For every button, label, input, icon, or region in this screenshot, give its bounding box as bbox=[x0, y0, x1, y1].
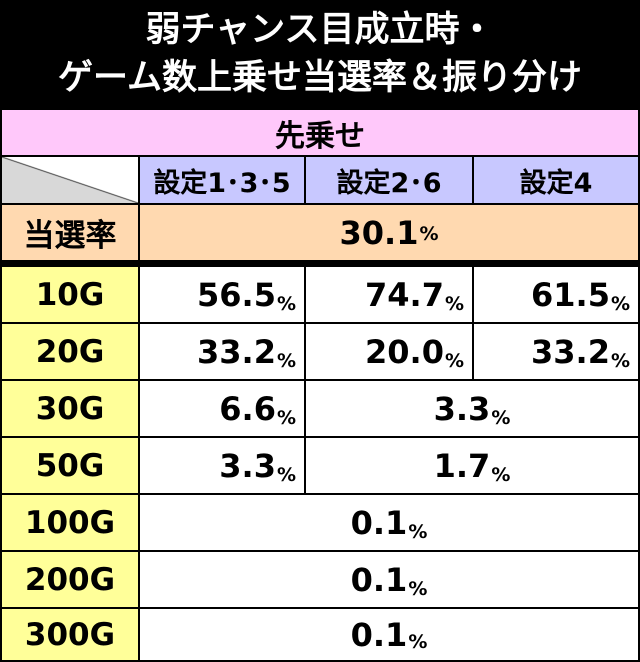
win-rate-label: 当選率 bbox=[2, 205, 138, 260]
row-label-200g: 200G bbox=[2, 552, 138, 607]
table-cell-merged: 0.1% bbox=[140, 609, 638, 660]
win-rate-value-cell: 30.1 % bbox=[140, 205, 638, 260]
row-label-50g: 50G bbox=[2, 438, 138, 493]
setting-header-1: 設定1･3･5 bbox=[140, 157, 304, 203]
setting-header-3: 設定4 bbox=[474, 157, 638, 203]
table-cell-merged: 0.1% bbox=[140, 552, 638, 607]
page-title: 弱チャンス目成立時・ ゲーム数上乗せ当選率＆振り分け bbox=[0, 0, 640, 108]
table-cell: 56.5% bbox=[140, 267, 304, 322]
section-label: 先乗せ bbox=[275, 118, 365, 154]
percent-unit: % bbox=[419, 222, 439, 245]
section-header: 先乗せ bbox=[2, 110, 638, 155]
title-line-2: ゲーム数上乗せ当選率＆振り分け bbox=[58, 58, 582, 98]
table-cell-merged: 3.3% bbox=[306, 381, 638, 436]
table-cell: 3.3% bbox=[140, 438, 304, 493]
row-label-100g: 100G bbox=[2, 495, 138, 550]
row-label-20g: 20G bbox=[2, 324, 138, 379]
table-cell: 61.5% bbox=[474, 267, 638, 322]
table-cell-merged: 0.1% bbox=[140, 495, 638, 550]
table-cell: 33.2% bbox=[474, 324, 638, 379]
row-label-10g: 10G bbox=[2, 267, 138, 322]
corner-diagonal-cell bbox=[2, 157, 138, 203]
table-cell: 6.6% bbox=[140, 381, 304, 436]
row-label-30g: 30G bbox=[2, 381, 138, 436]
win-rate-value: 30.1 bbox=[339, 213, 419, 252]
row-label-300g: 300G bbox=[2, 609, 138, 660]
title-line-1: 弱チャンス目成立時・ bbox=[145, 10, 495, 50]
table-cell: 20.0% bbox=[306, 324, 472, 379]
setting-header-2: 設定2･6 bbox=[306, 157, 472, 203]
table-cell: 74.7% bbox=[306, 267, 472, 322]
table-cell-merged: 1.7% bbox=[306, 438, 638, 493]
table-cell: 33.2% bbox=[140, 324, 304, 379]
